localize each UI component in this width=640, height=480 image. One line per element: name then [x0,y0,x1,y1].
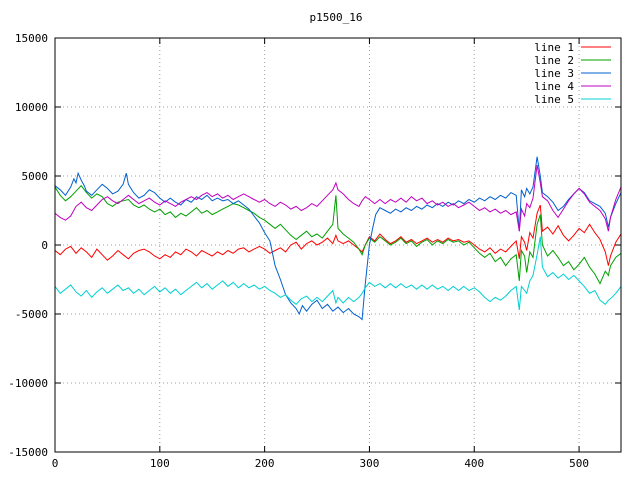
x-tick-label: 200 [255,457,275,470]
y-tick-label: 15000 [15,32,48,45]
axis-ticks: 0 100 200 300 400 500 -15000 -10000 -5000 0 5000 10… [8,32,621,470]
grid [55,38,621,452]
legend-label-1: line 1 [534,41,574,54]
chart-title: p1500_16 [310,11,363,24]
x-tick-label: 100 [150,457,170,470]
x-tick-label: 400 [464,457,484,470]
legend-label-2: line 2 [534,54,574,67]
y-tick-label: 10000 [15,101,48,114]
series-line-3 [55,156,621,321]
y-tick-label: -5000 [15,308,48,321]
legend-label-3: line 3 [534,67,574,80]
legend-label-5: line 5 [534,93,574,106]
y-tick-label: -15000 [8,446,48,459]
series-line-4 [55,164,621,232]
y-tick-label: -10000 [8,377,48,390]
y-tick-label: 5000 [22,170,49,183]
y-tick-label: 0 [41,239,48,252]
series-lines [55,156,621,321]
series-line-5 [55,236,621,310]
x-tick-label: 0 [52,457,59,470]
x-tick-label: 300 [360,457,380,470]
series-line-1 [55,204,621,266]
legend-label-4: line 4 [534,80,574,93]
x-tick-label: 500 [569,457,589,470]
series-line-2 [55,184,621,285]
